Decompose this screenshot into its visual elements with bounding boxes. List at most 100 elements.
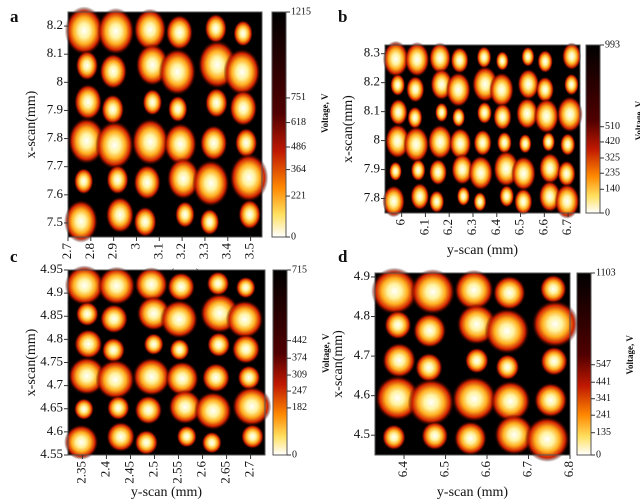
heat-blob xyxy=(159,48,196,95)
x-tick-label: 2.35 xyxy=(73,461,88,484)
heat-blob xyxy=(223,49,260,96)
y-tick-label: 4.65 xyxy=(40,400,63,415)
heat-blob xyxy=(493,276,526,310)
colorbar-tick-label: 309 xyxy=(292,369,307,380)
heat-blob xyxy=(384,310,411,339)
heat-blob xyxy=(200,125,228,161)
heat-blob xyxy=(411,159,426,181)
heat-blob xyxy=(207,271,230,295)
heat-blob xyxy=(534,383,567,418)
heat-blob xyxy=(415,353,443,382)
heat-blob xyxy=(496,354,520,380)
y-tick-label: 4.85 xyxy=(40,307,63,322)
heat-blob xyxy=(74,84,102,120)
x-tick-label: 2.9 xyxy=(105,243,120,259)
x-axis-label: y-scan (mm) xyxy=(447,243,518,258)
colorbar-tick-label: 1215 xyxy=(291,6,311,17)
heat-blob xyxy=(135,395,163,424)
heat-blob xyxy=(496,51,509,71)
heat-blob xyxy=(232,334,260,364)
x-axis-label: y-scan (mm) xyxy=(131,485,202,500)
heat-blob xyxy=(133,165,160,200)
heat-blob xyxy=(200,209,220,236)
colorbar-tick-label: 0 xyxy=(291,231,296,242)
x-tick-label: 6.7 xyxy=(519,461,534,478)
heat-blob xyxy=(64,424,98,459)
x-tick-label: 6.8 xyxy=(561,461,576,477)
colorbar-label: Voltage, V xyxy=(321,333,331,373)
colorbar-tick-label: 441 xyxy=(596,377,611,388)
heat-blob xyxy=(484,308,529,354)
heat-blob xyxy=(166,15,193,50)
colorbar-label: Voltage, V xyxy=(625,335,635,375)
colorbar-tick-label: 618 xyxy=(291,117,306,128)
heat-blob xyxy=(232,386,271,426)
heat-blob xyxy=(133,357,171,396)
panel-label: b xyxy=(338,7,347,26)
heat-blob xyxy=(477,102,492,125)
heat-blob xyxy=(382,424,406,450)
heat-blob xyxy=(540,275,567,304)
x-tick-label: 3.2 xyxy=(173,243,188,259)
colorbar-tick-label: 1103 xyxy=(596,267,616,278)
heat-blob xyxy=(473,192,486,212)
heat-blob xyxy=(540,347,568,376)
heat-blob xyxy=(194,392,232,431)
heat-blob xyxy=(562,43,581,71)
heat-blob xyxy=(413,313,446,348)
y-tick-label: 4.8 xyxy=(354,308,370,323)
y-tick-label: 4.95 xyxy=(40,261,63,276)
heat-blob xyxy=(557,96,583,132)
colorbar-tick-label: 235 xyxy=(605,168,620,179)
colorbar-tick-label: 993 xyxy=(605,39,620,50)
panel-label: a xyxy=(10,7,19,26)
colorbar xyxy=(272,12,286,237)
x-tick-label: 2.6 xyxy=(194,461,209,478)
heat-blob xyxy=(389,99,408,126)
heat-blob xyxy=(532,300,579,347)
heat-blob xyxy=(107,396,130,420)
y-tick-label: 4.8 xyxy=(47,330,63,345)
heat-blob xyxy=(511,156,536,191)
heat-blob xyxy=(390,74,405,96)
heat-blob xyxy=(514,188,533,215)
heat-blob xyxy=(489,72,514,107)
y-tick-label: 7.5 xyxy=(47,214,63,229)
y-axis-label: x-scan(mm) xyxy=(331,330,346,398)
heat-blob xyxy=(167,272,195,301)
colorbar-tick-label: 715 xyxy=(292,264,307,275)
x-tick-label: 2.7 xyxy=(59,243,74,260)
x-tick-label: 6.7 xyxy=(559,219,574,236)
y-tick-label: 8.1 xyxy=(364,103,380,118)
heat-blob xyxy=(96,359,135,399)
y-tick-label: 8 xyxy=(374,132,381,147)
x-tick-label: 6.6 xyxy=(478,461,493,478)
heat-blob xyxy=(168,96,188,123)
heat-blob xyxy=(135,430,158,455)
x-tick-label: 3.4 xyxy=(219,243,234,260)
heat-blob xyxy=(564,74,579,96)
colorbar xyxy=(577,273,591,455)
x-tick-label: 6.4 xyxy=(395,461,410,478)
heat-blob xyxy=(410,269,455,315)
heat-blob xyxy=(405,42,430,77)
heat-blob xyxy=(241,424,264,449)
heat-blob xyxy=(74,168,94,195)
heat-blob xyxy=(542,132,555,152)
colorbar-tick-label: 221 xyxy=(291,190,306,201)
x-tick-label: 6.2 xyxy=(440,219,455,235)
y-tick-label: 4.55 xyxy=(40,446,63,461)
heat-blob xyxy=(519,134,532,154)
heat-blob xyxy=(160,300,198,339)
colorbar-tick-label: 442 xyxy=(292,335,307,346)
colorbar-tick-label: 247 xyxy=(292,385,307,396)
colorbar-tick-label: 135 xyxy=(596,427,611,438)
colorbar xyxy=(586,45,600,213)
x-axis-label: y-scan (mm) xyxy=(437,485,508,500)
heat-blob xyxy=(493,103,512,130)
heat-blob xyxy=(175,201,195,228)
heat-blob xyxy=(454,421,487,455)
heat-blob xyxy=(477,46,492,68)
y-tick-label: 8.1 xyxy=(47,45,63,60)
x-tick-label: 2.4 xyxy=(97,461,112,478)
